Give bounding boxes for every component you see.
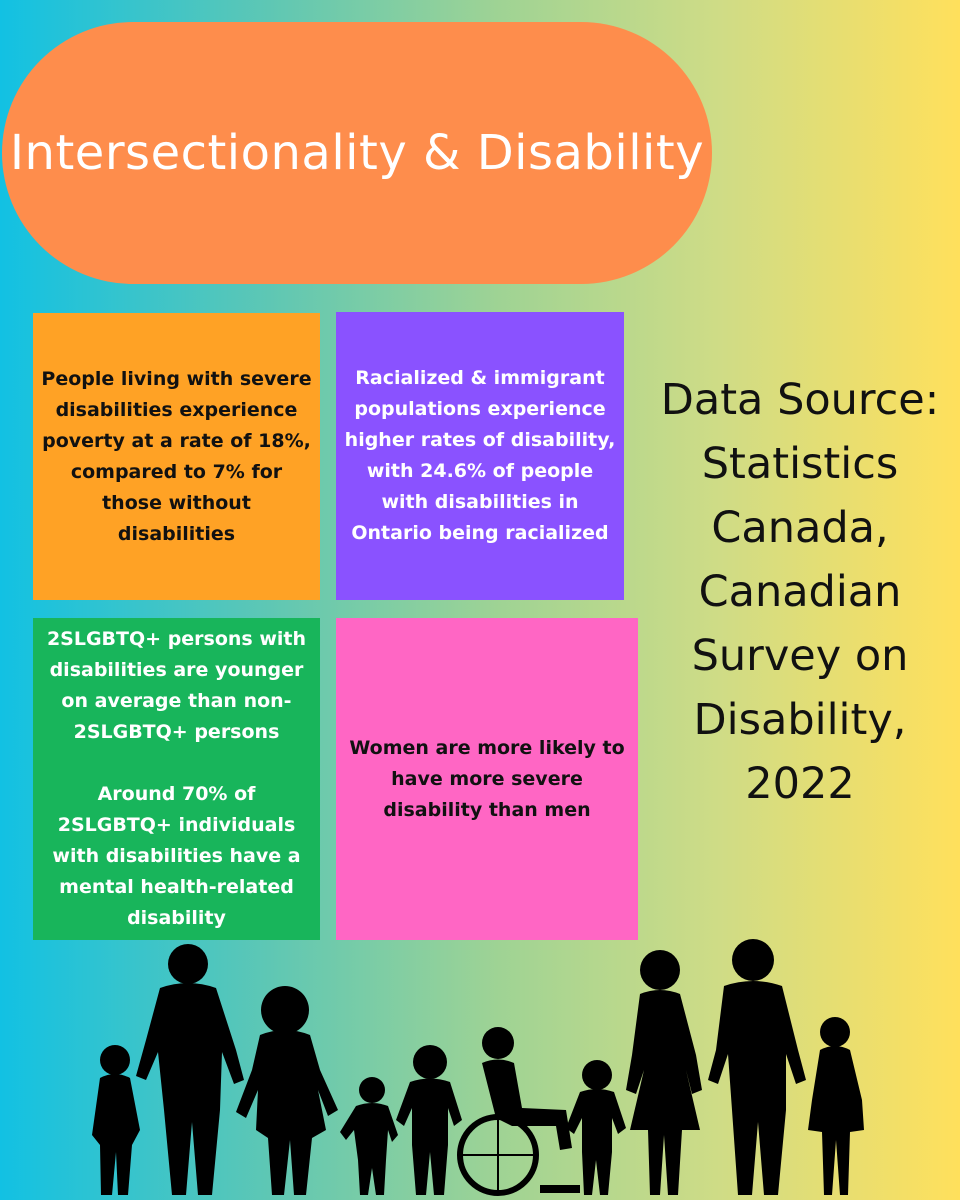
- racialized-fact-text: Racialized & immigrant populations exper…: [344, 367, 616, 544]
- women-fact-card: Women are more likely to have more sever…: [336, 618, 638, 940]
- family-silhouette-icon: [92, 939, 864, 1196]
- title-banner: Intersectionality & Disability: [2, 22, 712, 284]
- women-fact-text: Women are more likely to have more sever…: [349, 736, 625, 821]
- lgbtq-fact-card: 2SLGBTQ+ persons with disabilities are y…: [33, 618, 320, 940]
- poverty-fact-card: People living with severe disabilities e…: [33, 313, 320, 600]
- page-title: Intersectionality & Disability: [9, 125, 705, 181]
- lgbtq-mental-health-fact-text: Around 70% of 2SLGBTQ+ individuals with …: [52, 783, 301, 929]
- data-source-text: Data Source: Statistics Canada, Canadian…: [660, 375, 940, 809]
- lgbtq-age-fact-text: 2SLGBTQ+ persons with disabilities are y…: [46, 628, 307, 743]
- racialized-fact-card: Racialized & immigrant populations exper…: [336, 312, 624, 600]
- poverty-fact-text: People living with severe disabilities e…: [41, 367, 312, 545]
